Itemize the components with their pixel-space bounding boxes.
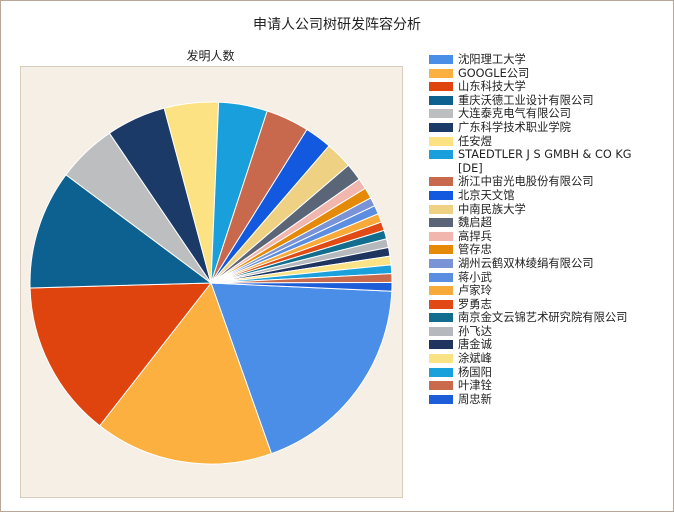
legend-item[interactable]: 浙江中宙光电股份有限公司 — [429, 175, 669, 189]
legend-label: 卢家玲 — [458, 284, 492, 298]
legend-swatch — [429, 272, 453, 282]
legend-item[interactable]: 山东科技大学 — [429, 80, 669, 94]
chart-legend: 沈阳理工大学 GOOGLE公司 山东科技大学 重庆沃德工业设计有限公司 大连泰克电气有限… — [429, 53, 669, 406]
legend-swatch — [429, 218, 453, 228]
legend-swatch — [429, 136, 453, 146]
legend-item[interactable]: 魏启超 — [429, 216, 669, 230]
legend-item[interactable]: 任安煜 — [429, 135, 669, 149]
legend-item[interactable]: GOOGLE公司 — [429, 67, 669, 81]
legend-swatch — [429, 177, 453, 187]
legend-swatch — [429, 258, 453, 268]
pie-slice[interactable] — [29, 282, 213, 427]
legend-swatch — [429, 245, 453, 255]
legend-item[interactable]: 叶津铨 — [429, 379, 669, 393]
legend-label: 杨国阳 — [458, 365, 492, 379]
legend-swatch — [429, 109, 453, 119]
legend-label: 中南民族大学 — [458, 202, 526, 216]
legend-label: 湖州云鹤双林绫绢有限公司 — [458, 256, 594, 270]
legend-label: 高捍兵 — [458, 229, 492, 243]
legend-label: 南京金文云锦艺术研究院有限公司 — [458, 311, 628, 325]
pie-slice[interactable] — [210, 281, 393, 292]
pie-slice[interactable] — [29, 174, 213, 289]
legend-item[interactable]: 涂斌峰 — [429, 352, 669, 366]
legend-label: 涂斌峰 — [458, 352, 492, 366]
legend-swatch — [429, 150, 453, 160]
legend-swatch — [429, 326, 453, 336]
legend-label: 孙飞达 — [458, 324, 492, 338]
legend-item[interactable]: 重庆沃德工业设计有限公司 — [429, 94, 669, 108]
pie-slice[interactable] — [99, 281, 273, 465]
legend-swatch — [429, 354, 453, 364]
legend-label: 管存忠 — [458, 243, 492, 257]
legend-item[interactable]: 卢家玲 — [429, 284, 669, 298]
legend-swatch — [429, 55, 453, 64]
legend-swatch — [429, 340, 453, 350]
legend-label: 罗勇志 — [458, 297, 492, 311]
legend-item[interactable]: 大连泰克电气有限公司 — [429, 107, 669, 121]
legend-label: 山东科技大学 — [458, 80, 526, 94]
legend-swatch — [429, 299, 453, 309]
legend-item[interactable]: 管存忠 — [429, 243, 669, 257]
legend-swatch — [429, 367, 453, 377]
legend-item[interactable]: 杨国阳 — [429, 366, 669, 380]
legend-swatch — [429, 313, 453, 323]
legend-item[interactable]: 湖州云鹤双林绫绢有限公司 — [429, 257, 669, 271]
legend-label: 蒋小武 — [458, 270, 492, 284]
legend-label: 唐金诚 — [458, 338, 492, 352]
legend-swatch — [429, 122, 453, 132]
legend-label: 叶津铨 — [458, 379, 492, 393]
legend-label: 任安煜 — [458, 134, 492, 148]
legend-item[interactable]: 罗勇志 — [429, 298, 669, 312]
chart-subtitle: 发明人数 — [186, 49, 235, 63]
legend-swatch — [429, 204, 453, 214]
legend-item[interactable]: 唐金诚 — [429, 338, 669, 352]
legend-item[interactable]: 周忠新 — [429, 393, 669, 407]
legend-swatch — [429, 394, 453, 404]
legend-label: GOOGLE公司 — [458, 66, 530, 80]
legend-item[interactable]: 沈阳理工大学 — [429, 53, 669, 67]
legend-label: 沈阳理工大学 — [458, 53, 526, 66]
legend-item[interactable]: 广东科学技术职业学院 — [429, 121, 669, 135]
legend-label: 浙江中宙光电股份有限公司 — [458, 175, 594, 189]
legend-item[interactable]: 南京金文云锦艺术研究院有限公司 — [429, 311, 669, 325]
legend-label: 周忠新 — [458, 392, 492, 406]
legend-swatch — [429, 82, 453, 92]
legend-item[interactable]: 孙飞达 — [429, 325, 669, 339]
legend-item[interactable]: 北京天文馆 — [429, 189, 669, 203]
legend-label: 重庆沃德工业设计有限公司 — [458, 93, 594, 107]
chart-title: 申请人公司树研发阵容分析 — [253, 17, 421, 33]
legend-label: 大连泰克电气有限公司 — [458, 107, 571, 121]
legend-swatch — [429, 231, 453, 241]
legend-item[interactable]: 高捍兵 — [429, 230, 669, 244]
legend-swatch — [429, 68, 453, 78]
legend-label: 广东科学技术职业学院 — [458, 120, 571, 134]
legend-item[interactable]: STAEDTLER J S GMBH & CO KG [DE] — [429, 148, 669, 175]
legend-label: STAEDTLER J S GMBH & CO KG [DE] — [458, 148, 632, 175]
pie-slices — [29, 101, 393, 465]
legend-item[interactable]: 中南民族大学 — [429, 203, 669, 217]
legend-label: 北京天文馆 — [458, 188, 515, 202]
legend-label: 魏启超 — [458, 216, 492, 230]
pie-slice[interactable] — [210, 282, 393, 455]
legend-swatch — [429, 95, 453, 105]
legend-swatch — [429, 381, 453, 391]
legend-item[interactable]: 蒋小武 — [429, 271, 669, 285]
legend-swatch — [429, 286, 453, 296]
legend-swatch — [429, 190, 453, 200]
